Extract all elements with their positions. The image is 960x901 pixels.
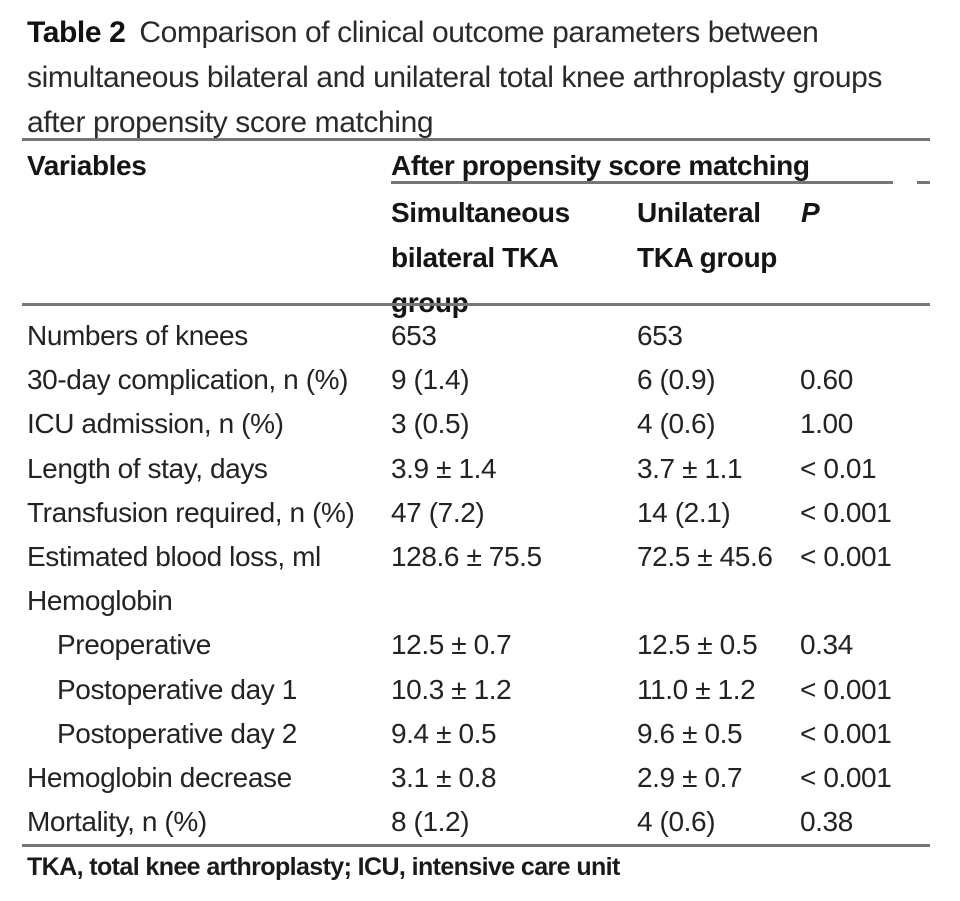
cell-p-value: 0.60 [800, 364, 853, 396]
cell-bilateral: 9.4 ± 0.5 [391, 717, 497, 749]
top-rule [22, 138, 930, 141]
cell-unilateral: 4 (0.6) [637, 806, 716, 838]
table-row: Numbers of knees 653 653 [22, 314, 930, 358]
table-body: Numbers of knees 653 653 30-day complica… [22, 314, 930, 844]
cell-p-value: < 0.001 [800, 673, 892, 705]
cell-p-value: < 0.001 [800, 496, 892, 528]
span-header-underline [391, 181, 893, 184]
span-header-after-matching: After propensity score matching [391, 150, 810, 181]
cell-bilateral: 9 (1.4) [391, 364, 470, 396]
cell-bilateral: 8 (1.2) [391, 806, 470, 838]
row-label: Length of stay, days [27, 452, 268, 484]
cell-bilateral: 10.3 ± 1.2 [391, 673, 512, 705]
table-row: 30-day complication, n (%) 9 (1.4) 6 (0.… [22, 358, 930, 402]
column-header-unilateral-group: Unilateral TKA group [637, 197, 777, 273]
table-row: Length of stay, days 3.9 ± 1.4 3.7 ± 1.1… [22, 447, 930, 491]
cell-unilateral: 11.0 ± 1.2 [637, 673, 756, 705]
row-label: ICU admission, n (%) [27, 408, 284, 440]
cell-bilateral: 653 [391, 320, 437, 352]
cell-p-value: < 0.001 [800, 717, 892, 749]
cell-unilateral: 14 (2.1) [637, 496, 731, 528]
footnote: TKA, total knee arthroplasty; ICU, inten… [27, 853, 620, 881]
row-label: Mortality, n (%) [27, 806, 207, 838]
cell-bilateral: 3.1 ± 0.8 [391, 761, 497, 793]
cell-unilateral: 4 (0.6) [637, 408, 716, 440]
cell-p-value: < 0.001 [800, 761, 892, 793]
table-row: Postoperative day 1 10.3 ± 1.2 11.0 ± 1.… [22, 668, 930, 712]
table-title-text: Comparison of clinical outcome parameter… [27, 16, 882, 139]
row-label: Hemoglobin [27, 585, 173, 617]
cell-unilateral: 3.7 ± 1.1 [637, 452, 743, 484]
header-body-rule [22, 303, 930, 306]
row-label: Transfusion required, n (%) [27, 496, 355, 528]
table-row: ICU admission, n (%) 3 (0.5) 4 (0.6) 1.0… [22, 402, 930, 446]
cell-bilateral: 128.6 ± 75.5 [391, 541, 542, 573]
table-row: Mortality, n (%) 8 (1.2) 4 (0.6) 0.38 [22, 800, 930, 844]
cell-unilateral: 72.5 ± 45.6 [637, 541, 773, 573]
row-label: Postoperative day 2 [57, 717, 297, 749]
cell-unilateral: 2.9 ± 0.7 [637, 761, 743, 793]
cell-bilateral: 12.5 ± 0.7 [391, 629, 512, 661]
cell-bilateral: 47 (7.2) [391, 496, 485, 528]
table-row: Hemoglobin decrease 3.1 ± 0.8 2.9 ± 0.7 … [22, 756, 930, 800]
table-title: Table 2 Comparison of clinical outcome pa… [27, 10, 907, 145]
table-row-section: Hemoglobin [22, 579, 930, 623]
cell-p-value: 0.38 [800, 806, 853, 838]
table-number-label: Table 2 [27, 16, 126, 49]
cell-unilateral: 6 (0.9) [637, 364, 716, 396]
row-label: Estimated blood loss, ml [27, 541, 321, 573]
cropped-rule-fragment [917, 181, 930, 184]
cell-p-value: < 0.001 [800, 541, 892, 573]
cell-bilateral: 3 (0.5) [391, 408, 470, 440]
column-header-variables: Variables [27, 150, 147, 181]
row-label: Preoperative [57, 629, 211, 661]
table-row: Estimated blood loss, ml 128.6 ± 75.5 72… [22, 535, 930, 579]
table-row: Transfusion required, n (%) 47 (7.2) 14 … [22, 491, 930, 535]
row-label: 30-day complication, n (%) [27, 364, 349, 396]
row-label: Numbers of knees [27, 320, 248, 352]
column-header-p-value: P [801, 197, 820, 228]
cell-bilateral: 3.9 ± 1.4 [391, 452, 497, 484]
bottom-rule [22, 844, 930, 847]
column-header-bilateral-group: Simultaneous bilateral TKA group [391, 197, 570, 318]
row-label: Hemoglobin decrease [27, 761, 292, 793]
cell-unilateral: 12.5 ± 0.5 [637, 629, 758, 661]
table-row: Preoperative 12.5 ± 0.7 12.5 ± 0.5 0.34 [22, 623, 930, 667]
table-row: Postoperative day 2 9.4 ± 0.5 9.6 ± 0.5 … [22, 712, 930, 756]
cell-unilateral: 9.6 ± 0.5 [637, 717, 743, 749]
cell-p-value: < 0.01 [800, 452, 877, 484]
row-label: Postoperative day 1 [57, 673, 297, 705]
cell-p-value: 0.34 [800, 629, 853, 661]
cell-unilateral: 653 [637, 320, 683, 352]
cell-p-value: 1.00 [800, 408, 853, 440]
